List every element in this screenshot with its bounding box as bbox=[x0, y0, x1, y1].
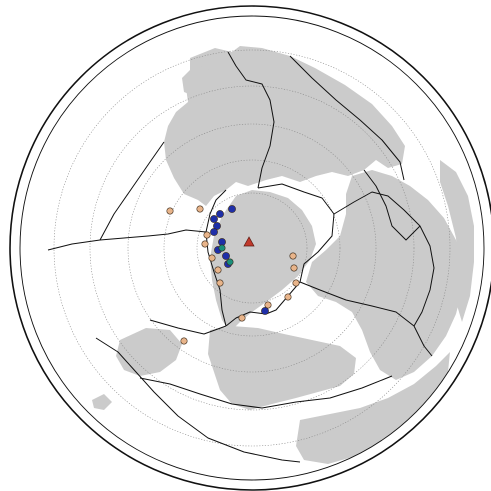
site-marker-tan-7 bbox=[216, 279, 224, 287]
site-marker-tan-1 bbox=[166, 207, 174, 215]
site-marker-tan-13 bbox=[180, 337, 188, 345]
site-marker-tan-5 bbox=[208, 254, 216, 262]
land-central bbox=[210, 190, 316, 332]
graticule-ring-1 bbox=[196, 192, 308, 304]
site-marker-teal-25 bbox=[226, 258, 234, 266]
land-east-ribbon bbox=[440, 160, 474, 322]
graticule-ring-2 bbox=[163, 159, 341, 337]
site-marker-blue-21 bbox=[222, 252, 230, 260]
boundary-south-lower bbox=[139, 375, 393, 409]
site-marker-teal-26 bbox=[218, 244, 226, 252]
site-marker-blue-16 bbox=[216, 210, 224, 218]
land-east bbox=[306, 170, 462, 380]
boundary-east-loop bbox=[363, 169, 421, 241]
site-marker-tan-12 bbox=[264, 301, 272, 309]
site-marker-tan-10 bbox=[292, 279, 300, 287]
land-south-band bbox=[296, 352, 450, 464]
land-islet-1 bbox=[92, 394, 112, 410]
site-marker-tan-9 bbox=[290, 264, 298, 272]
map-frame-outer bbox=[9, 5, 491, 491]
site-marker-blue-22 bbox=[228, 205, 236, 213]
land-south bbox=[208, 326, 356, 410]
site-marker-blue-15 bbox=[210, 215, 218, 223]
boundary-northwest bbox=[99, 141, 165, 241]
site-marker-tan-4 bbox=[201, 240, 209, 248]
boundary-south-arc bbox=[149, 319, 227, 335]
sites-layer bbox=[166, 205, 300, 345]
plate-boundaries bbox=[47, 51, 435, 463]
reference-triangle-marker bbox=[243, 236, 255, 247]
land-layer bbox=[92, 46, 474, 464]
site-marker-tan-8 bbox=[289, 252, 297, 260]
boundary-central-ring bbox=[225, 183, 335, 327]
graticule-ring-4 bbox=[89, 85, 415, 411]
site-marker-blue-24 bbox=[261, 307, 269, 315]
site-marker-tan-6 bbox=[214, 266, 222, 274]
boundary-west-margin bbox=[205, 189, 227, 327]
graticule-ring-3 bbox=[127, 123, 377, 373]
boundary-far-south bbox=[95, 337, 301, 463]
land-northwest bbox=[182, 64, 210, 96]
site-marker-blue-18 bbox=[210, 228, 218, 236]
site-marker-tan-14 bbox=[238, 314, 246, 322]
map-frame-inner bbox=[19, 15, 485, 481]
site-marker-tan-2 bbox=[196, 205, 204, 213]
boundary-north-east bbox=[289, 55, 405, 181]
boundary-north-ridge bbox=[227, 51, 275, 189]
boundary-west-arm bbox=[47, 229, 207, 251]
land-southwest bbox=[116, 328, 182, 376]
site-marker-tan-11 bbox=[284, 293, 292, 301]
site-marker-tan-3 bbox=[203, 231, 211, 239]
boundary-southeast bbox=[299, 281, 433, 357]
